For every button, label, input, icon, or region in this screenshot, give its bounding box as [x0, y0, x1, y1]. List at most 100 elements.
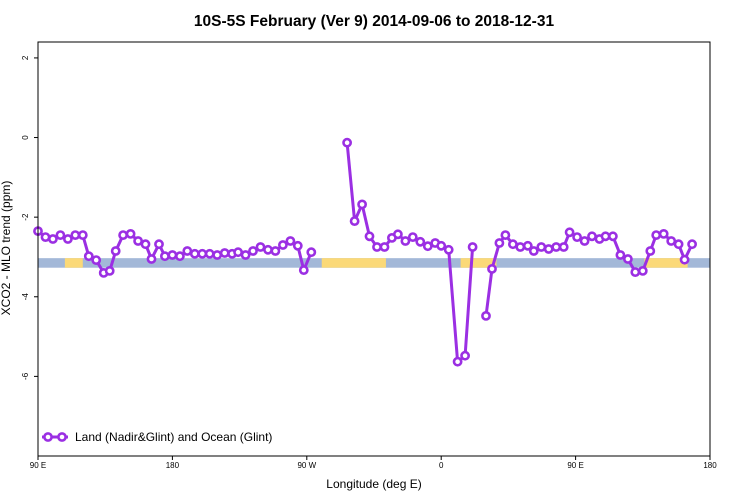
- data-point: [83, 251, 94, 262]
- land-band: [321, 258, 386, 268]
- x-axis-label: Longitude (deg E): [326, 477, 421, 491]
- data-point: [522, 240, 533, 251]
- data-point: [125, 228, 136, 239]
- land-band: [64, 258, 83, 268]
- data-point: [146, 254, 157, 264]
- data-point: [104, 265, 115, 276]
- data-point: [189, 248, 200, 259]
- data-point: [285, 236, 296, 246]
- legend-marker: [57, 432, 67, 442]
- data-point: [543, 244, 554, 254]
- data-point: [342, 137, 352, 148]
- legend: Land (Nadir&Glint) and Ocean (Glint): [42, 430, 272, 444]
- data-point: [407, 232, 418, 242]
- data-point: [154, 239, 164, 250]
- y-tick-label: -2: [21, 213, 30, 221]
- data-point: [233, 247, 243, 258]
- data-point: [349, 216, 360, 226]
- data-point: [40, 232, 51, 242]
- data-point: [615, 250, 626, 260]
- data-point: [379, 242, 390, 252]
- data-point: [443, 244, 454, 255]
- data-point: [263, 244, 273, 255]
- data-point: [91, 255, 102, 265]
- land-band: [460, 258, 497, 268]
- data-point: [500, 230, 511, 240]
- data-point: [630, 267, 641, 277]
- data-point: [666, 236, 677, 246]
- y-tick-label: 0: [21, 135, 30, 140]
- x-tick-label: 90 W: [297, 461, 316, 470]
- data-point: [248, 246, 258, 256]
- x-tick-label: 90 E: [567, 461, 583, 470]
- data-point: [55, 230, 66, 240]
- y-tick-label: -4: [21, 293, 30, 301]
- data-point: [364, 231, 375, 242]
- x-tick-label: 180: [703, 461, 717, 470]
- data-point: [608, 231, 618, 242]
- data-point: [481, 310, 491, 321]
- data-point: [460, 350, 470, 361]
- data-point: [587, 231, 597, 242]
- data-point: [400, 236, 411, 246]
- y-axis-label: XCO2 - MLO trend (ppm): [0, 181, 13, 316]
- data-point: [558, 242, 569, 252]
- data-point: [140, 239, 151, 250]
- series-layer: [37, 142, 694, 364]
- data-point: [110, 246, 121, 256]
- data-point: [63, 234, 73, 244]
- data-point: [673, 239, 684, 250]
- data-point: [551, 242, 562, 252]
- chart-title: 10S-5S February (Ver 9) 2014-09-06 to 20…: [194, 13, 555, 30]
- data-point: [118, 230, 128, 240]
- data-point: [487, 263, 497, 274]
- points-layer: [33, 137, 697, 367]
- land-band: [644, 258, 688, 268]
- data-point: [372, 242, 382, 252]
- data-point: [270, 246, 281, 256]
- y-tick-label: 2: [21, 55, 30, 60]
- data-point: [219, 248, 230, 258]
- data-point: [645, 246, 656, 256]
- data-point: [515, 242, 526, 252]
- legend-label: Land (Nadir&Glint) and Ocean (Glint): [75, 430, 272, 444]
- data-point: [436, 240, 447, 251]
- data-point: [77, 230, 88, 240]
- data-point: [167, 250, 178, 260]
- y-axis-ticks: 2 0 -2 -4 -6: [21, 55, 38, 380]
- data-point: [623, 254, 633, 264]
- x-tick-label: 180: [166, 461, 180, 470]
- y-tick-label: -6: [21, 372, 30, 380]
- data-point: [174, 251, 185, 262]
- data-point: [182, 246, 193, 256]
- data-point: [528, 246, 539, 256]
- data-point: [679, 254, 690, 265]
- data-point: [651, 230, 662, 240]
- plot-frame: [37, 41, 711, 457]
- data-point: [392, 229, 403, 240]
- data-point: [133, 236, 143, 246]
- data-point: [422, 241, 433, 252]
- data-point: [536, 242, 547, 252]
- data-point: [687, 239, 697, 250]
- data-point: [415, 236, 426, 247]
- x-tick-label: 90 E: [30, 461, 46, 470]
- data-point: [452, 356, 463, 367]
- data-point: [579, 236, 590, 246]
- data-point: [494, 238, 505, 248]
- data-point: [637, 265, 648, 276]
- data-point: [298, 265, 309, 275]
- data-point: [357, 199, 367, 210]
- data-point: [255, 242, 266, 252]
- data-point: [277, 240, 288, 250]
- x-tick-label: 0: [439, 461, 444, 470]
- data-point: [467, 242, 478, 252]
- data-point: [70, 230, 81, 240]
- data-point: [48, 234, 58, 244]
- data-point: [306, 247, 317, 258]
- series-line: [345, 142, 475, 364]
- data-point: [572, 232, 582, 242]
- data-point: [240, 250, 251, 260]
